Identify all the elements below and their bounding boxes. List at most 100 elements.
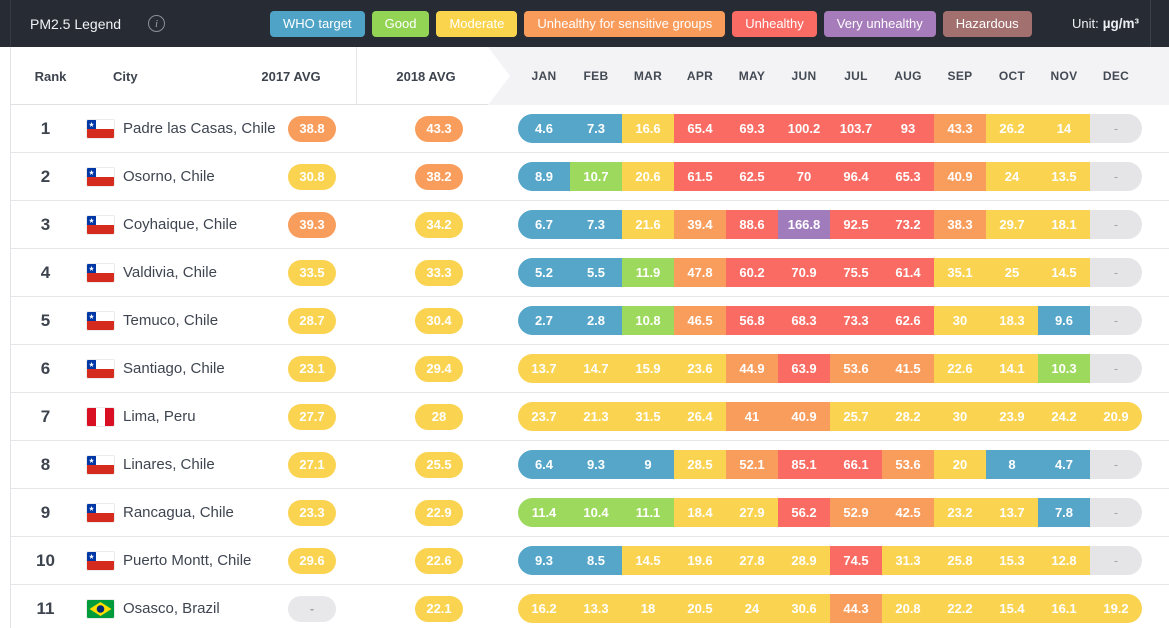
- month-cell-aug[interactable]: 61.4: [882, 258, 934, 287]
- month-cell-oct[interactable]: 14.1: [986, 354, 1038, 383]
- month-cell-sep[interactable]: 22.2: [934, 594, 986, 623]
- month-cell-nov[interactable]: 16.1: [1038, 594, 1090, 623]
- month-cell-dec[interactable]: -: [1090, 162, 1142, 191]
- month-cell-apr[interactable]: 61.5: [674, 162, 726, 191]
- month-cell-jan[interactable]: 2.7: [518, 306, 570, 335]
- month-cell-mar[interactable]: 16.6: [622, 114, 674, 143]
- city-name[interactable]: Lima, Peru: [123, 408, 196, 425]
- month-cell-feb[interactable]: 14.7: [570, 354, 622, 383]
- month-cell-sep[interactable]: 25.8: [934, 546, 986, 575]
- month-cell-may[interactable]: 27.9: [726, 498, 778, 527]
- month-cell-mar[interactable]: 14.5: [622, 546, 674, 575]
- month-cell-dec[interactable]: -: [1090, 354, 1142, 383]
- month-header-may[interactable]: MAY: [738, 69, 766, 83]
- month-header-apr[interactable]: APR: [686, 69, 714, 83]
- month-cell-jun[interactable]: 30.6: [778, 594, 830, 623]
- city-name[interactable]: Padre las Casas, Chile: [123, 120, 276, 137]
- month-cell-may[interactable]: 56.8: [726, 306, 778, 335]
- month-cell-apr[interactable]: 26.4: [674, 402, 726, 431]
- month-cell-mar[interactable]: 21.6: [622, 210, 674, 239]
- month-cell-jul[interactable]: 73.3: [830, 306, 882, 335]
- city-name[interactable]: Puerto Montt, Chile: [123, 552, 252, 569]
- month-cell-dec[interactable]: -: [1090, 546, 1142, 575]
- month-cell-may[interactable]: 27.8: [726, 546, 778, 575]
- month-cell-aug[interactable]: 20.8: [882, 594, 934, 623]
- month-cell-feb[interactable]: 10.7: [570, 162, 622, 191]
- month-cell-jan[interactable]: 6.7: [518, 210, 570, 239]
- month-cell-jul[interactable]: 92.5: [830, 210, 882, 239]
- month-cell-jan[interactable]: 16.2: [518, 594, 570, 623]
- month-cell-nov[interactable]: 7.8: [1038, 498, 1090, 527]
- month-cell-jun[interactable]: 63.9: [778, 354, 830, 383]
- month-cell-nov[interactable]: 18.1: [1038, 210, 1090, 239]
- legend-chip-good[interactable]: Good: [371, 10, 430, 37]
- month-cell-may[interactable]: 62.5: [726, 162, 778, 191]
- month-cell-apr[interactable]: 20.5: [674, 594, 726, 623]
- legend-chip-who-target[interactable]: WHO target: [270, 10, 365, 37]
- month-cell-aug[interactable]: 42.5: [882, 498, 934, 527]
- month-cell-feb[interactable]: 21.3: [570, 402, 622, 431]
- month-cell-feb[interactable]: 7.3: [570, 114, 622, 143]
- month-cell-dec[interactable]: 19.2: [1090, 594, 1142, 623]
- month-cell-oct[interactable]: 15.4: [986, 594, 1038, 623]
- legend-chip-moderate[interactable]: Moderate: [436, 10, 518, 37]
- month-cell-may[interactable]: 52.1: [726, 450, 778, 479]
- month-cell-dec[interactable]: -: [1090, 450, 1142, 479]
- month-cell-feb[interactable]: 9.3: [570, 450, 622, 479]
- month-cell-aug[interactable]: 28.2: [882, 402, 934, 431]
- month-header-aug[interactable]: AUG: [894, 69, 922, 83]
- month-cell-dec[interactable]: -: [1090, 258, 1142, 287]
- city-name[interactable]: Osorno, Chile: [123, 168, 215, 185]
- city-name[interactable]: Valdivia, Chile: [123, 264, 217, 281]
- month-cell-feb[interactable]: 8.5: [570, 546, 622, 575]
- month-cell-sep[interactable]: 38.3: [934, 210, 986, 239]
- month-cell-jul[interactable]: 74.5: [830, 546, 882, 575]
- month-cell-jun[interactable]: 70: [778, 162, 830, 191]
- month-cell-apr[interactable]: 39.4: [674, 210, 726, 239]
- month-cell-may[interactable]: 88.6: [726, 210, 778, 239]
- month-cell-feb[interactable]: 13.3: [570, 594, 622, 623]
- month-cell-apr[interactable]: 23.6: [674, 354, 726, 383]
- month-cell-oct[interactable]: 25: [986, 258, 1038, 287]
- month-cell-jul[interactable]: 103.7: [830, 114, 882, 143]
- city-column-header[interactable]: City: [113, 68, 138, 84]
- month-cell-dec[interactable]: -: [1090, 306, 1142, 335]
- month-cell-jan[interactable]: 5.2: [518, 258, 570, 287]
- month-header-nov[interactable]: NOV: [1050, 69, 1078, 83]
- month-cell-apr[interactable]: 28.5: [674, 450, 726, 479]
- month-cell-aug[interactable]: 41.5: [882, 354, 934, 383]
- month-cell-jul[interactable]: 25.7: [830, 402, 882, 431]
- city-name[interactable]: Linares, Chile: [123, 456, 215, 473]
- month-cell-sep[interactable]: 23.2: [934, 498, 986, 527]
- month-cell-jul[interactable]: 44.3: [830, 594, 882, 623]
- month-header-mar[interactable]: MAR: [633, 69, 663, 83]
- month-cell-aug[interactable]: 93: [882, 114, 934, 143]
- month-cell-jun[interactable]: 28.9: [778, 546, 830, 575]
- month-cell-jun[interactable]: 100.2: [778, 114, 830, 143]
- month-cell-may[interactable]: 41: [726, 402, 778, 431]
- city-name[interactable]: Osasco, Brazil: [123, 600, 220, 617]
- month-cell-oct[interactable]: 13.7: [986, 498, 1038, 527]
- month-cell-dec[interactable]: -: [1090, 114, 1142, 143]
- month-cell-jul[interactable]: 96.4: [830, 162, 882, 191]
- month-header-oct[interactable]: OCT: [998, 69, 1026, 83]
- month-cell-jun[interactable]: 68.3: [778, 306, 830, 335]
- month-cell-oct[interactable]: 24: [986, 162, 1038, 191]
- legend-chip-unhealthy[interactable]: Unhealthy: [732, 10, 817, 37]
- month-cell-apr[interactable]: 19.6: [674, 546, 726, 575]
- month-cell-jul[interactable]: 75.5: [830, 258, 882, 287]
- city-name[interactable]: Coyhaique, Chile: [123, 216, 238, 233]
- info-icon[interactable]: [148, 15, 165, 32]
- month-cell-aug[interactable]: 65.3: [882, 162, 934, 191]
- month-header-feb[interactable]: FEB: [583, 69, 609, 83]
- month-cell-aug[interactable]: 73.2: [882, 210, 934, 239]
- month-cell-dec[interactable]: -: [1090, 210, 1142, 239]
- month-cell-dec[interactable]: 20.9: [1090, 402, 1142, 431]
- month-cell-jan[interactable]: 11.4: [518, 498, 570, 527]
- city-name[interactable]: Temuco, Chile: [123, 312, 219, 329]
- month-cell-apr[interactable]: 47.8: [674, 258, 726, 287]
- month-cell-oct[interactable]: 15.3: [986, 546, 1038, 575]
- month-header-jul[interactable]: JUL: [844, 69, 868, 83]
- month-cell-aug[interactable]: 53.6: [882, 450, 934, 479]
- month-cell-apr[interactable]: 46.5: [674, 306, 726, 335]
